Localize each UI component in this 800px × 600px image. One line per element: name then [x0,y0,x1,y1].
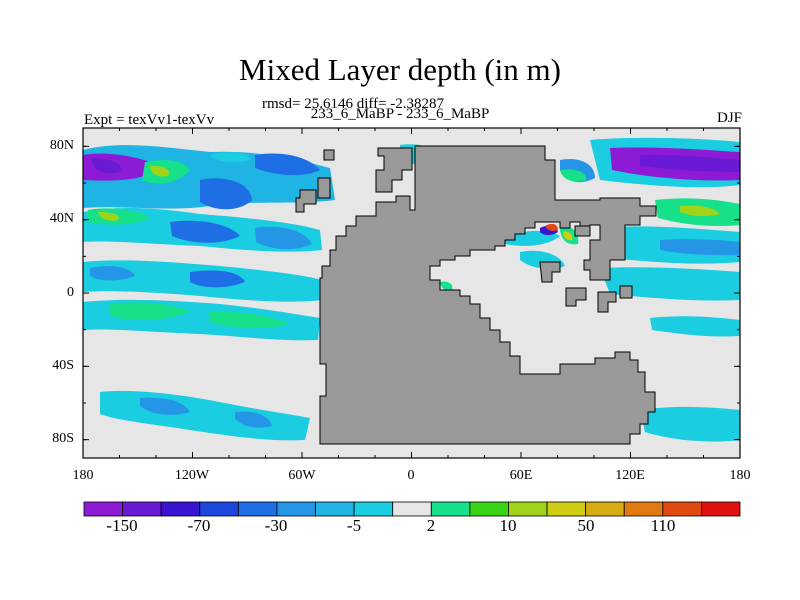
land-island [317,177,331,199]
field-region [235,411,272,428]
field-region [150,165,170,177]
field-region [545,223,558,231]
colorbar-label: 2 [426,516,436,535]
colorbar-label: -5 [346,516,362,535]
land-island [375,147,413,193]
colorbar-swatch [469,501,509,517]
field-region [563,231,573,241]
land-main-continent [319,145,657,445]
colorbar-swatch [701,501,741,517]
field-region [200,178,252,210]
experiment-label: Expt = texVv1-texVv [84,112,215,128]
colorbar-swatch [508,501,548,517]
y-tick-label: 40N [49,211,74,226]
plot-subtitle: 233_6_MaBP - 233_6_MaBP [310,106,490,122]
land-island [565,287,587,307]
field-region [92,158,121,174]
colorbar-swatch [353,501,394,517]
colorbar-label: 50 [577,516,595,535]
axis-ticks [82,128,741,458]
x-tick-label: 60E [509,468,533,483]
field-region [560,169,587,182]
colorbar [83,501,741,517]
field-region [650,316,740,337]
colorbar-swatch [276,501,316,517]
colorbar-swatch [623,501,664,517]
y-tick-label: 0 [67,285,74,300]
x-tick-label: 180 [72,468,94,483]
colorbar-swatch [237,501,278,517]
map-area [83,128,740,458]
colorbar-swatch [585,501,625,517]
colorbar-label: -30 [264,516,288,535]
colorbar-swatch [199,501,239,517]
plot-title: Mixed Layer depth (in m) [239,52,561,87]
y-tick-label: 80S [52,431,74,446]
land-island [574,225,591,237]
land-mass [295,145,657,445]
field-region [140,397,190,415]
statistics-label: rmsd= 25.6146 diff= -2.38287 [262,96,445,112]
land-island [295,189,317,213]
season-label: DJF [716,110,742,126]
x-tick-label: 120E [615,468,645,483]
colorbar-swatch [83,501,123,517]
field-region [98,212,119,221]
field-region [210,152,250,163]
colorbar-swatch [430,501,471,517]
colorbar-label: -150 [106,516,138,535]
field-region [190,270,245,288]
colorbar-label: 10 [499,516,517,535]
field-region [90,266,135,281]
x-tick-label: 180 [729,468,751,483]
colorbar-swatch [160,501,201,517]
field-region [660,239,740,256]
land-island [619,285,633,299]
x-tick-label: 0 [407,468,415,483]
colorbar-swatch [662,501,702,517]
x-tick-label: 120W [174,468,210,483]
field-region [210,311,290,329]
field-region [640,154,740,172]
colorbar-swatch [546,501,587,517]
land-island [539,261,561,283]
y-tick-label: 80N [49,138,74,153]
field-region [110,302,190,321]
field-region [440,281,453,291]
field-region [255,226,312,250]
colorbar-label: -70 [187,516,211,535]
field-region [170,220,240,243]
land-island [597,291,617,313]
colorbar-swatch [392,501,432,517]
field-region [640,406,740,442]
field-region [600,267,740,301]
land-island [323,149,335,161]
y-tick-label: 40S [52,358,74,373]
colorbar-swatch [122,501,162,517]
colorbar-swatch [315,501,355,517]
x-tick-label: 60W [288,468,316,483]
field-region [680,205,720,217]
colorbar-label: 110 [650,516,676,535]
field-region [255,153,320,176]
mixed-layer-field [83,137,740,442]
